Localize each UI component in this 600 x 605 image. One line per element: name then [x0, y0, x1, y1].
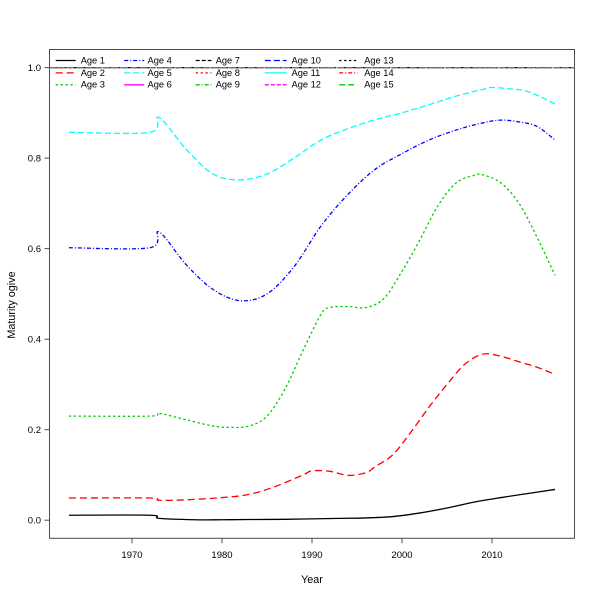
- svg-text:0.8: 0.8: [28, 153, 41, 164]
- svg-text:Age 12: Age 12: [292, 80, 321, 90]
- svg-text:Age 8: Age 8: [216, 68, 240, 78]
- svg-text:Age 14: Age 14: [364, 68, 393, 78]
- svg-text:2000: 2000: [391, 550, 412, 561]
- svg-text:Year: Year: [301, 574, 323, 586]
- svg-text:Age 7: Age 7: [216, 55, 240, 65]
- svg-text:Age 10: Age 10: [292, 55, 321, 65]
- svg-text:2010: 2010: [481, 550, 502, 561]
- svg-text:0.4: 0.4: [28, 335, 41, 346]
- svg-text:Age 2: Age 2: [81, 68, 105, 78]
- svg-text:Age 3: Age 3: [81, 80, 105, 90]
- svg-text:Age 5: Age 5: [148, 68, 172, 78]
- svg-text:0.0: 0.0: [28, 516, 41, 527]
- svg-text:0.2: 0.2: [28, 425, 41, 436]
- svg-text:Age 1: Age 1: [81, 55, 105, 65]
- svg-text:Age 9: Age 9: [216, 80, 240, 90]
- svg-text:1980: 1980: [211, 550, 232, 561]
- svg-text:0.6: 0.6: [28, 244, 41, 255]
- svg-text:1970: 1970: [121, 550, 142, 561]
- svg-text:Age 6: Age 6: [148, 80, 172, 90]
- svg-text:1990: 1990: [301, 550, 322, 561]
- svg-text:Maturity ogive: Maturity ogive: [6, 271, 18, 338]
- svg-text:Age 11: Age 11: [292, 68, 321, 78]
- svg-text:Age 4: Age 4: [148, 55, 172, 65]
- svg-text:Age 13: Age 13: [364, 55, 393, 65]
- svg-text:1.0: 1.0: [28, 63, 41, 74]
- svg-text:Age 15: Age 15: [364, 80, 393, 90]
